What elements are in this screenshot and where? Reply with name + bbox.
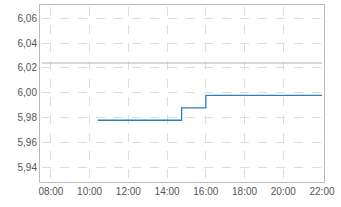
svg-text:5,98: 5,98 (18, 112, 38, 123)
svg-text:16:00: 16:00 (193, 186, 218, 197)
svg-text:6,02: 6,02 (18, 62, 38, 73)
svg-text:08:00: 08:00 (38, 186, 63, 197)
svg-text:6,00: 6,00 (18, 87, 38, 98)
svg-text:22:00: 22:00 (309, 186, 334, 197)
svg-text:12:00: 12:00 (116, 186, 141, 197)
svg-text:5,94: 5,94 (18, 162, 38, 173)
svg-text:10:00: 10:00 (77, 186, 102, 197)
svg-text:18:00: 18:00 (232, 186, 257, 197)
svg-text:6,06: 6,06 (18, 13, 38, 24)
svg-text:20:00: 20:00 (271, 186, 296, 197)
svg-text:14:00: 14:00 (155, 186, 180, 197)
svg-text:6,04: 6,04 (18, 38, 38, 49)
svg-text:5,96: 5,96 (18, 137, 38, 148)
